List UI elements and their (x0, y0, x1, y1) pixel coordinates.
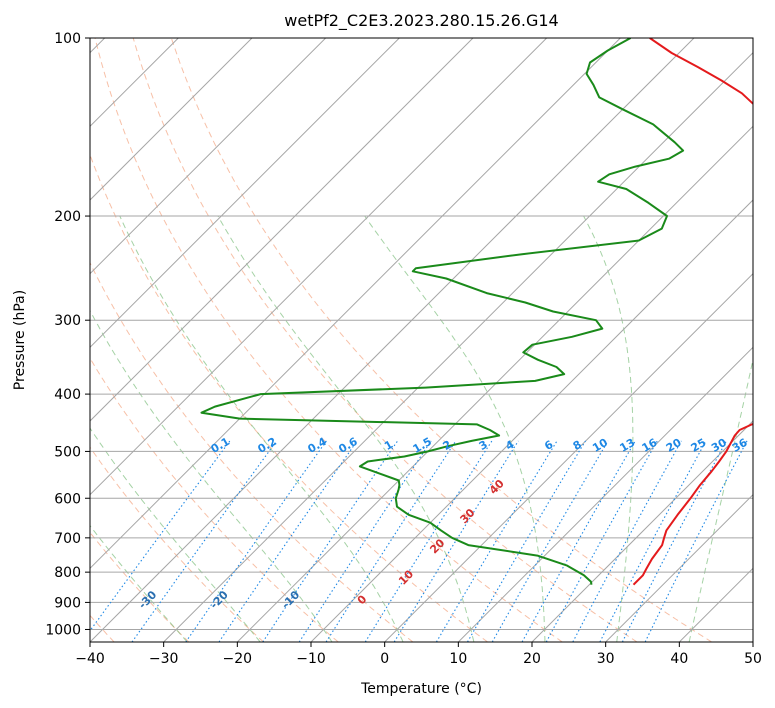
y-tick-label: 200 (54, 209, 81, 225)
isotherm (90, 38, 621, 570)
isotherm (531, 420, 753, 642)
mixing-ratio-line (467, 440, 586, 642)
mixing-ratio-line (644, 440, 748, 642)
mixing-ratio-line (393, 440, 519, 642)
mixing-ratio-line (435, 440, 558, 642)
x-tick-label: 30 (597, 651, 615, 667)
y-tick-label: 300 (54, 313, 81, 329)
mixing-ratio-line (491, 440, 609, 642)
isotherm (384, 272, 753, 642)
x-axis-label: Temperature (°C) (360, 681, 482, 697)
mixing-ratio-line (298, 440, 432, 642)
y-axis-label: Pressure (hPa) (12, 290, 28, 390)
dewpoint-profile (200, 38, 685, 585)
y-tick-label: 400 (54, 387, 81, 403)
x-tick-label: 10 (449, 651, 467, 667)
x-tick-label: 40 (670, 651, 688, 667)
series-layer (200, 38, 753, 586)
moist-adiabat (119, 215, 404, 642)
mixing-ratio-line (364, 440, 493, 642)
mixing-ratio-line (262, 440, 399, 642)
y-tick-label: 800 (54, 565, 81, 581)
isotherm (90, 38, 400, 349)
isotherm (163, 51, 753, 642)
y-tick-label: 900 (54, 595, 81, 611)
isotherm (90, 38, 474, 422)
isotherm (457, 346, 753, 642)
x-axis: −40 −30 −20 −10 0 10 20 30 40 50 (75, 642, 762, 667)
x-tick-label: 20 (523, 651, 541, 667)
y-tick-label: 700 (54, 531, 81, 547)
mixing-ratio-line (521, 440, 636, 642)
y-axis: 1000 900 800 700 600 500 400 300 200 100 (45, 31, 90, 638)
dry-adiabat (90, 446, 264, 642)
x-tick-label: −20 (223, 651, 253, 667)
y-tick-label: 100 (54, 31, 81, 47)
isotherm (605, 493, 753, 642)
temperature-profile (632, 38, 753, 586)
isotherm (90, 38, 548, 496)
moist-adiabat (217, 215, 475, 642)
y-tick-label: 500 (54, 444, 81, 460)
x-tick-label: −30 (149, 651, 179, 667)
isotherm (236, 125, 753, 642)
dry-adiabat (94, 38, 563, 642)
y-tick-label: 600 (54, 491, 81, 507)
x-tick-label: 0 (380, 651, 389, 667)
grid-layer (90, 38, 753, 642)
chart-title: wetPf2_C2E3.2023.280.15.26.G14 (284, 11, 558, 31)
y-tick-label: 1000 (45, 622, 81, 638)
moist-adiabat (90, 427, 261, 642)
x-tick-label: 50 (744, 651, 762, 667)
mixing-ratio-line (90, 440, 231, 632)
x-tick-label: −10 (296, 651, 326, 667)
dry-adiabat (90, 357, 339, 642)
mixing-ratio-line (545, 440, 658, 642)
isotherm (90, 38, 695, 642)
dry-adiabat (170, 38, 712, 642)
dry-adiabat (90, 261, 414, 642)
moist-adiabat (90, 309, 333, 642)
isotherm (90, 38, 253, 201)
dry-adiabat (132, 38, 638, 642)
mixing-ratio-line (185, 440, 327, 642)
x-tick-label: −40 (75, 651, 105, 667)
plot-frame (89, 37, 754, 643)
isotherm (90, 38, 327, 275)
isotherm (310, 199, 753, 642)
moist-adiabat (364, 215, 546, 642)
mixing-ratio-line (325, 440, 457, 642)
moist-adiabat (583, 215, 634, 642)
mixing-ratio-line (218, 440, 358, 642)
